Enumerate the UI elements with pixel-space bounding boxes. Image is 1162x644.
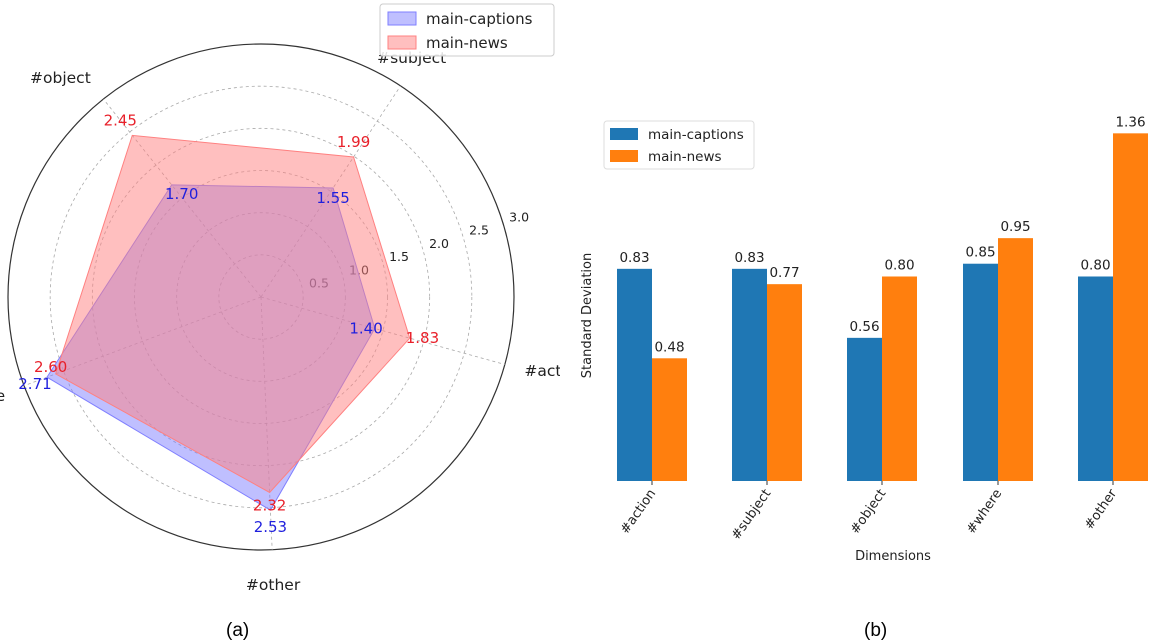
x-tick-label: #where	[964, 487, 1005, 537]
radar-tick-label: 2.0	[429, 236, 449, 251]
y-axis-label: Standard Deviation	[580, 253, 595, 378]
bar-value-label: 0.80	[884, 257, 914, 273]
bar-legend-entry: main-news	[648, 149, 722, 165]
bar-value-label: 0.95	[1000, 219, 1030, 235]
bar-legend-swatch	[610, 150, 638, 162]
radar-value-label: 2.53	[254, 518, 287, 536]
x-tick-label: #object	[848, 487, 890, 537]
radar-series-1-polygon	[55, 134, 411, 494]
bar-main-news-1	[767, 284, 802, 481]
bar-value-label: 0.80	[1080, 257, 1110, 273]
radar-value-label: 1.40	[349, 319, 382, 337]
bar-value-label: 0.83	[619, 250, 649, 266]
x-tick-label: #action	[618, 487, 659, 537]
bar-value-label: 1.36	[1115, 114, 1145, 130]
x-tick-label: #subject	[729, 487, 775, 543]
bar-value-label: 0.56	[849, 319, 879, 335]
radar-value-label: 1.83	[406, 329, 439, 347]
bar-legend-frame	[603, 120, 755, 170]
radar-axis-label: #action	[524, 362, 560, 380]
radar-legend-entry: main-captions	[426, 10, 533, 28]
radar-legend-frame	[379, 3, 555, 57]
radar-axis-label: #object	[30, 69, 91, 87]
radar-legend-entry: main-news	[426, 34, 508, 52]
bar-chart: Standard Deviation 0.83 0.48 0.83 0.77 0.56 0.…	[580, 114, 1148, 564]
radar-value-label: 2.32	[253, 496, 286, 514]
radar-outer-circle	[7, 43, 515, 551]
bar-legend-entry: main-captions	[648, 127, 744, 143]
bar-main-captions-1	[732, 268, 767, 481]
bar-main-captions-0	[617, 268, 652, 481]
bar-legend: main-captions main-news	[603, 120, 755, 170]
radar-axis-label: #other	[246, 576, 301, 594]
bar-value-label: 0.85	[965, 245, 995, 261]
x-axis-label: Dimensions	[855, 549, 931, 564]
radar-value-label: 1.99	[337, 133, 370, 151]
radar-legend-swatch	[387, 11, 417, 26]
bar-main-news-4	[1113, 133, 1148, 482]
panel-label-b: (b)	[864, 620, 888, 641]
bar-main-news-3	[998, 238, 1033, 481]
radar-axis-label: #where	[0, 387, 5, 405]
x-tick-label: #other	[1082, 486, 1121, 532]
radar-tick-label: 1.5	[389, 249, 409, 264]
radar-tick-label: 3.0	[509, 209, 529, 224]
radar-value-label: 1.55	[316, 189, 349, 207]
radar-legend: main-captions main-news	[379, 3, 555, 57]
radar-value-label: 1.70	[165, 185, 198, 203]
bar-main-captions-2	[847, 337, 882, 481]
radar-value-label: 2.45	[104, 111, 137, 129]
bar-value-label: 0.83	[734, 250, 764, 266]
radar-tick-label: 2.5	[469, 223, 489, 238]
radar-legend-swatch	[387, 35, 417, 50]
radar-value-label: 2.71	[18, 375, 51, 393]
radar-value-label: 2.60	[34, 358, 67, 376]
panel-label-a: (a)	[226, 620, 250, 641]
bar-value-label: 0.48	[654, 339, 684, 355]
bar-legend-swatch	[610, 128, 638, 140]
bar-value-label: 0.77	[769, 265, 799, 281]
bar-main-news-2	[882, 276, 917, 481]
bar-main-news-0	[652, 358, 687, 481]
radar-grid-circle	[49, 85, 473, 509]
bar-main-captions-3	[963, 263, 998, 481]
radar-chart: 0.51.01.52.02.53.01.401.551.702.712.531.…	[0, 3, 560, 594]
bar-main-captions-4	[1078, 276, 1113, 481]
